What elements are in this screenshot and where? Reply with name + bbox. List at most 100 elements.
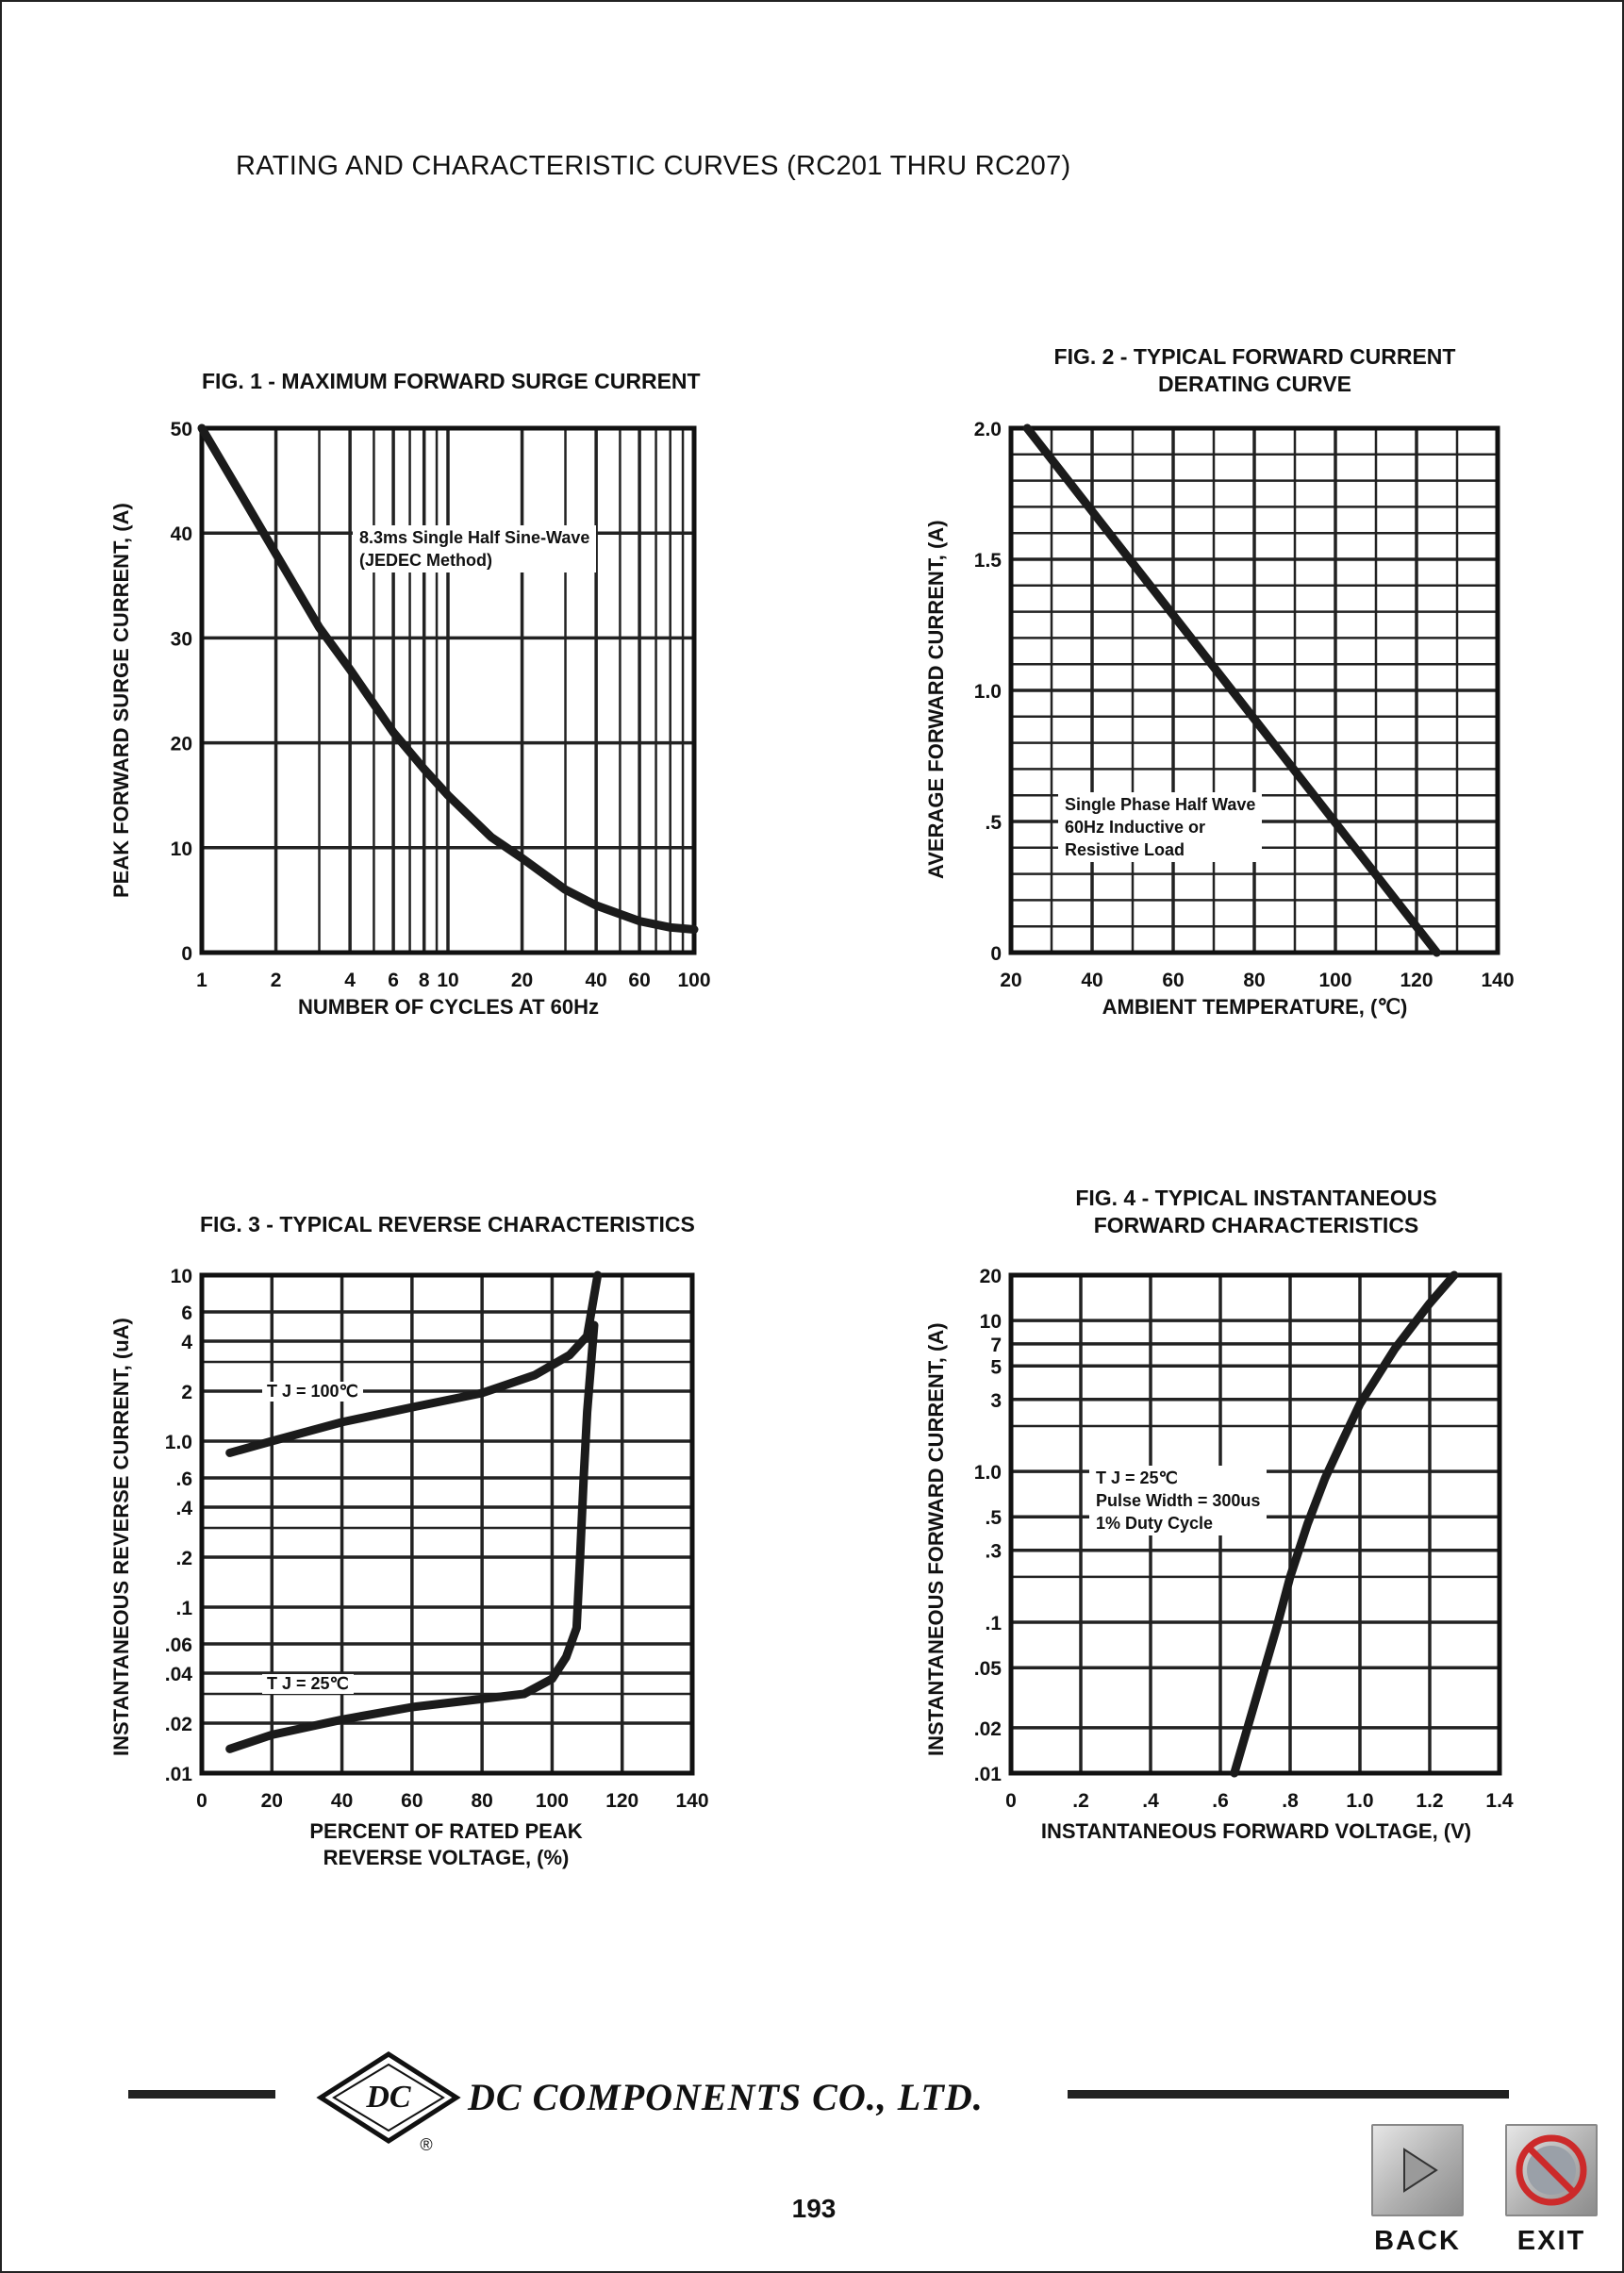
exit-button[interactable] — [1505, 2124, 1598, 2216]
y-tick-label: 1.0 — [974, 681, 1002, 703]
fig4-x-axis-title: INSTANTANEOUS FORWARD VOLTAGE, (V) — [1011, 1818, 1501, 1845]
x-tick-label: 100 — [1318, 970, 1351, 991]
x-tick-label: 100 — [677, 970, 710, 991]
fig2-annotation-line: Single Phase Half Wave — [1065, 795, 1256, 814]
fig4-x-axis-title-line: INSTANTANEOUS FORWARD VOLTAGE, (V) — [1040, 1819, 1472, 1843]
fig1-x-axis-title: NUMBER OF CYCLES AT 60Hz — [202, 994, 695, 1020]
y-tick-label: .5 — [985, 812, 1002, 834]
x-tick-label: 20 — [1000, 970, 1021, 991]
x-tick-label: 1.2 — [1416, 1790, 1443, 1812]
page-number: 193 — [791, 2194, 837, 2223]
fig2-title-line: FIG. 2 - TYPICAL FORWARD CURRENT — [1053, 344, 1456, 369]
y-tick-label: 5 — [990, 1356, 1002, 1378]
y-tick-label: 6 — [181, 1302, 192, 1324]
x-tick-label: .4 — [1142, 1790, 1159, 1812]
y-tick-label: .06 — [165, 1634, 192, 1656]
fig3-title: FIG. 3 - TYPICAL REVERSE CHARACTERISTICS — [200, 1211, 695, 1238]
fig3-x-axis-title-line: REVERSE VOLTAGE, (%) — [323, 1846, 570, 1869]
y-tick-label: .6 — [175, 1468, 192, 1490]
y-tick-label: .4 — [175, 1498, 192, 1519]
plot-frame — [199, 425, 697, 955]
plot-frame — [1008, 425, 1500, 955]
x-tick-label: 6 — [388, 970, 399, 991]
x-tick-label: 60 — [401, 1790, 423, 1812]
x-tick-label: 40 — [585, 970, 606, 991]
y-tick-label: 2.0 — [974, 419, 1002, 440]
fig4-chart: 0.2.4.6.8 1.0 1.2 1.4.01.02.05.1.3.51.03571… — [974, 1266, 1514, 1812]
x-tick-label: 1.4 — [1485, 1790, 1514, 1812]
logo-letters: DC — [365, 2080, 411, 2115]
fig3-series-label: T J = 100℃ — [262, 1382, 363, 1402]
back-button-label[interactable]: BACK — [1374, 2226, 1461, 2256]
x-tick-label: .6 — [1212, 1790, 1229, 1812]
fig3-x-axis-title: PERCENT OF RATED PEAK REVERSE VOLTAGE, (… — [200, 1818, 692, 1871]
fig1-annotation-line: 8.3ms Single Half Sine-Wave — [359, 528, 590, 547]
y-tick-label: .5 — [985, 1507, 1002, 1529]
x-tick-label: 140 — [1481, 970, 1514, 991]
y-tick-label: .2 — [175, 1548, 192, 1569]
y-tick-label: 10 — [171, 838, 192, 860]
y-tick-label: 10 — [171, 1266, 192, 1287]
fig4-annotation: T J = 25℃ Pulse Width = 300us 1% Duty Cy… — [1089, 1466, 1268, 1535]
fig1-y-axis-title: PEAK FORWARD SURGE CURRENT, (A) — [109, 503, 133, 898]
exit-button-label[interactable]: EXIT — [1516, 2226, 1586, 2256]
y-tick-label: 40 — [171, 523, 192, 545]
fig4-annotation-line: Pulse Width = 300us — [1096, 1491, 1261, 1510]
y-tick-label: .02 — [974, 1718, 1002, 1740]
fig3-x-axis-title-line: PERCENT OF RATED PEAK — [309, 1819, 583, 1843]
y-tick-label: 0 — [181, 943, 192, 965]
y-tick-label: .02 — [165, 1714, 192, 1735]
x-tick-label: 60 — [628, 970, 650, 991]
fig4-title-line: FORWARD CHARACTERISTICS — [1093, 1213, 1419, 1237]
registered-mark: ® — [420, 2135, 432, 2154]
x-tick-label: 40 — [331, 1790, 353, 1812]
y-tick-label: 0 — [990, 943, 1002, 965]
fig2-y-axis-title: AVERAGE FORWARD CURRENT, (A) — [924, 520, 948, 879]
y-tick-label: 1.5 — [974, 550, 1003, 572]
x-tick-label: 10 — [437, 970, 458, 991]
series-line — [1230, 1270, 1459, 1778]
fig2-x-axis-title: AMBIENT TEMPERATURE, (℃) — [1011, 994, 1499, 1020]
x-tick-label: 140 — [675, 1790, 708, 1812]
footer-rule-left — [128, 2090, 275, 2099]
y-tick-label: 20 — [171, 734, 192, 755]
fig2-annotation-line: 60Hz Inductive or — [1065, 818, 1206, 837]
y-tick-label: 30 — [171, 628, 192, 650]
series-line — [225, 1270, 603, 1457]
plot-frame — [1008, 1272, 1502, 1776]
x-tick-label: .2 — [1072, 1790, 1089, 1812]
footer-rule-right — [1068, 2090, 1509, 2099]
x-tick-label: 120 — [1400, 970, 1433, 991]
no-entry-icon — [1516, 2134, 1587, 2206]
y-tick-label: 3 — [990, 1390, 1002, 1412]
y-tick-label: .01 — [974, 1764, 1003, 1785]
series-line — [1022, 423, 1441, 957]
fig1-annotation: 8.3ms Single Half Sine-Wave (JEDEC Metho… — [353, 525, 597, 572]
x-tick-label: 20 — [511, 970, 533, 991]
x-tick-label: 40 — [1081, 970, 1102, 991]
fig1-title: FIG. 1 - MAXIMUM FORWARD SURGE CURRENT — [202, 368, 701, 395]
y-tick-label: .01 — [165, 1764, 193, 1785]
y-tick-label: .1 — [175, 1598, 192, 1619]
y-tick-label: 10 — [980, 1311, 1002, 1333]
fig1-chart: 1 2 4 6 8 10 20 40 60 100 0 10 20 30 40 50 — [171, 419, 711, 991]
x-tick-label: 0 — [196, 1790, 207, 1812]
fig4-annotation-line: 1% Duty Cycle — [1096, 1514, 1214, 1533]
play-arrow-icon — [1403, 2148, 1438, 2193]
x-tick-label: 60 — [1162, 970, 1184, 991]
fig2-annotation-line: Resistive Load — [1065, 840, 1185, 859]
x-tick-label: 120 — [605, 1790, 638, 1812]
x-tick-label: 2 — [271, 970, 282, 991]
grid — [200, 1273, 694, 1775]
dc-diamond-logo-icon: DC ® — [316, 2051, 461, 2154]
x-tick-label: 1.0 — [1346, 1790, 1373, 1812]
x-tick-label: 20 — [261, 1790, 283, 1812]
x-tick-label: 4 — [344, 970, 356, 991]
back-button[interactable] — [1371, 2124, 1464, 2216]
x-tick-label: 0 — [1005, 1790, 1017, 1812]
fig2-annotation: Single Phase Half Wave 60Hz Inductive or… — [1058, 792, 1263, 862]
fig1-x-axis-title-line: NUMBER OF CYCLES AT 60Hz — [297, 995, 600, 1019]
y-tick-label: 2 — [181, 1382, 192, 1403]
company-name: DC COMPONENTS CO., LTD. — [468, 2076, 984, 2118]
